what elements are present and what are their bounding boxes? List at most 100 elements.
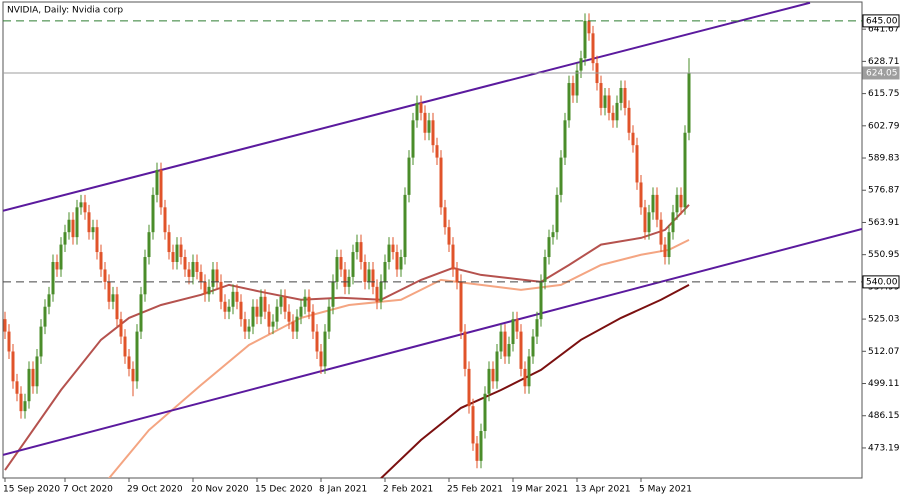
y-tick-label: 486.15 [868,411,900,421]
candle-body [359,242,363,262]
y-tick-label: 589.83 [868,154,900,164]
candle-body [499,331,503,352]
candle-body [603,95,607,108]
candle-body [39,326,43,357]
candle-body [155,170,159,195]
candle-body [75,207,79,238]
candle-body [659,219,663,245]
candle-body [635,145,639,183]
candle-body [475,443,479,461]
candle-body [87,212,91,233]
candle-body [599,83,603,108]
candle-body [159,170,163,208]
candle-body [563,120,567,158]
candle-body [7,331,11,352]
candle-body [479,431,483,461]
candle-body [191,261,195,277]
candle-body [259,296,263,317]
candle-body [403,194,407,258]
moving-average [108,238,690,478]
candle-body [219,281,223,302]
candle-body [647,212,651,233]
candle-body [551,232,555,238]
level-label-box [862,14,900,28]
candle-body [567,83,571,121]
candle-body [399,257,403,270]
candle-body [167,232,171,253]
candle-body [423,112,427,133]
candle-body [511,319,515,345]
candle-body [523,368,527,387]
candle-body [299,306,303,317]
moving-average [4,204,690,471]
candle-body [71,219,75,238]
candle-body [639,182,643,208]
candle-body [583,20,587,59]
candle-body [591,33,595,64]
candle-body [343,269,347,287]
x-tick-label: 13 Apr 2021 [575,485,631,495]
candle-body [471,406,475,444]
candle-body [431,120,435,146]
candle-body [531,336,535,357]
candle-body [363,261,367,282]
candle-body [163,207,167,233]
candle-body [683,132,687,208]
candle-body [495,351,499,382]
candle-body [43,306,47,327]
candle-body [67,219,71,233]
candle-body [15,381,19,394]
candle-body [427,120,431,133]
candle-body [3,319,7,332]
x-tick-label: 5 May 2021 [639,485,692,495]
y-tick-label: 512.07 [868,347,900,357]
x-tick-label: 29 Oct 2020 [127,485,183,495]
level-label-box [862,66,900,80]
candle-body [211,269,215,287]
candle-body [187,269,191,277]
candle-body [607,95,611,113]
candle-body [619,88,623,103]
candle-body [435,145,439,158]
candle-body [555,194,559,233]
candle-body [367,269,371,282]
candle-body [287,311,291,322]
x-tick-label: 8 Jan 2021 [319,485,367,495]
candle-body [419,102,423,113]
candle-body [651,194,655,213]
candle-body [467,368,471,407]
candle-body [195,261,199,272]
candle-body [483,393,487,432]
candle-body [63,232,67,245]
candle-body [543,257,547,282]
candle-body [99,252,103,270]
candle-body [311,311,315,332]
level-label: 540.00 [866,277,898,287]
candle-body [131,368,135,382]
y-tick-label: 628.71 [868,57,900,67]
candle-body [223,301,227,312]
candle-body [31,368,35,387]
candle-body [339,257,343,270]
x-tick-label: 2 Feb 2021 [383,485,433,495]
candle-body [679,194,683,208]
candle-body [19,393,23,412]
y-tick-label: 615.75 [868,89,900,99]
moving-average [380,283,690,478]
x-tick-label: 25 Feb 2021 [447,485,503,495]
candle-body [571,83,575,96]
candle-body [91,227,95,233]
candle-body [283,296,287,312]
candle-body [447,227,451,245]
candle-body [227,306,231,312]
candle-body [255,306,259,317]
x-tick-label: 7 Oct 2020 [63,485,113,495]
x-tick-label: 19 Mar 2021 [511,485,568,495]
x-tick-label: 15 Sep 2020 [3,485,60,495]
candle-body [183,257,187,270]
candle-body [439,157,443,208]
candle-body [107,281,111,302]
candle-body [383,261,387,282]
candle-body [327,306,331,332]
